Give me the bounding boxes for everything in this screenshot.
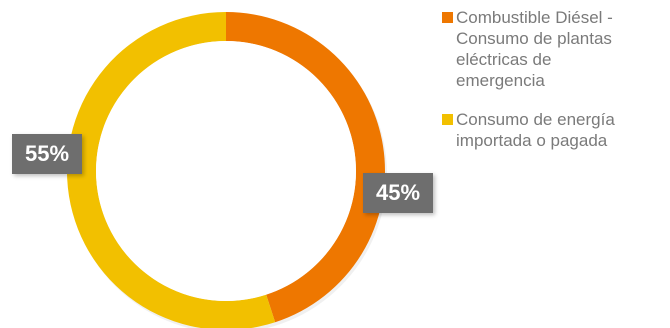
legend-label-importada: Consumo de energía importada o pagada [456,110,615,150]
data-label-diesel: 45% [363,173,433,213]
legend-label-diesel: Combustible Diésel - Consumo de plantas … [456,8,613,90]
legend-item-diesel: Combustible Diésel - Consumo de plantas … [440,7,670,91]
legend-swatch-importada [442,114,453,125]
donut-slice-diesel [226,12,385,323]
donut-hole [96,41,356,301]
legend-swatch-diesel [442,12,453,23]
chart-legend: Combustible Diésel - Consumo de plantas … [440,7,670,169]
legend-item-importada: Consumo de energía importada o pagada [440,109,670,151]
donut-slice-importada [67,12,276,328]
data-label-importada: 55% [12,134,82,174]
